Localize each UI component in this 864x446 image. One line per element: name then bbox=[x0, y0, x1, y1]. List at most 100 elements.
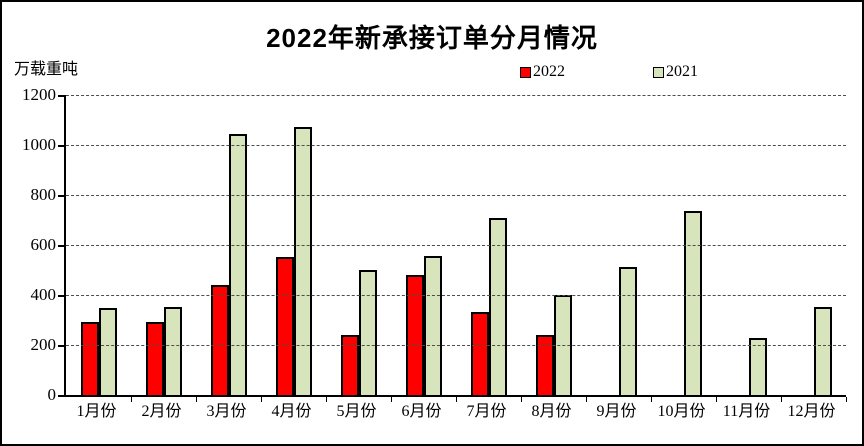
bar-slot-2021-11月份 bbox=[748, 95, 767, 395]
x-tick-label-4月份: 4月份 bbox=[271, 403, 312, 420]
bar-2022-1月份 bbox=[80, 322, 99, 395]
bar-group-4月份 bbox=[261, 95, 327, 402]
x-axis-tick-4 bbox=[326, 397, 327, 402]
x-axis-tick-10 bbox=[716, 397, 717, 402]
gridline-200 bbox=[66, 345, 846, 346]
bar-group-11月份 bbox=[716, 95, 782, 402]
legend-item-2021: 2021 bbox=[653, 64, 698, 80]
bar-slot-2021-7月份 bbox=[488, 95, 507, 395]
x-axis-tick-7 bbox=[521, 397, 522, 402]
bar-slot-2022-1月份 bbox=[80, 95, 99, 395]
gridline-600 bbox=[66, 245, 846, 246]
y-axis-tick-0 bbox=[58, 395, 64, 397]
y-axis-labels: 0 200 400 600 800 1000 1200 bbox=[2, 85, 57, 404]
bar-slot-2021-9月份 bbox=[618, 95, 637, 395]
gridline-1000 bbox=[66, 145, 846, 146]
y-axis-tick-600 bbox=[58, 245, 64, 247]
bar-pair-3月份 bbox=[210, 95, 247, 395]
bar-2022-8月份 bbox=[535, 335, 554, 395]
y-tick-label-400: 400 bbox=[30, 285, 57, 304]
bar-group-6月份 bbox=[391, 95, 457, 402]
y-axis-tick-400 bbox=[58, 295, 64, 297]
bar-2021-6月份 bbox=[423, 256, 442, 395]
x-axis-tick-1 bbox=[131, 397, 132, 402]
bar-2022-4月份 bbox=[275, 257, 294, 395]
y-axis-tick-1200 bbox=[58, 95, 64, 97]
x-tick-label-12月份: 12月份 bbox=[787, 403, 836, 420]
legend-label-2021: 2021 bbox=[666, 63, 698, 80]
bar-slot-2022-4月份 bbox=[275, 95, 294, 395]
x-tick-label-1月份: 1月份 bbox=[76, 403, 117, 420]
bar-slot-2022-3月份 bbox=[210, 95, 229, 395]
y-axis-tick-200 bbox=[58, 345, 64, 347]
bar-2021-1月份 bbox=[98, 308, 117, 395]
y-tick-label-800: 800 bbox=[30, 185, 57, 204]
bar-group-1月份 bbox=[66, 95, 132, 402]
bar-slot-2021-5月份 bbox=[358, 95, 377, 395]
x-axis-tick-12 bbox=[846, 397, 847, 402]
bar-2021-11月份 bbox=[748, 338, 767, 395]
bar-slot-2021-4月份 bbox=[293, 95, 312, 395]
x-tick-label-2月份: 2月份 bbox=[141, 403, 182, 420]
bar-group-5月份 bbox=[326, 95, 392, 402]
y-axis-tick-800 bbox=[58, 195, 64, 197]
bar-2021-12月份 bbox=[813, 307, 832, 395]
x-axis-tick-6 bbox=[456, 397, 457, 402]
y-tick-label-600: 600 bbox=[30, 235, 57, 254]
y-axis-unit-label: 万载重吨 bbox=[14, 61, 79, 78]
legend-label-2022: 2022 bbox=[533, 63, 565, 80]
gridline-800 bbox=[66, 195, 846, 196]
bar-slot-2021-10月份 bbox=[683, 95, 702, 395]
y-axis-tick-1000 bbox=[58, 145, 64, 147]
x-tick-label-7月份: 7月份 bbox=[466, 403, 507, 420]
gridline-400 bbox=[66, 295, 846, 296]
x-tick-label-11月份: 11月份 bbox=[722, 403, 771, 420]
x-axis-tick-5 bbox=[391, 397, 392, 402]
bar-slot-2022-6月份 bbox=[405, 95, 424, 395]
x-tick-label-10月份: 10月份 bbox=[657, 403, 706, 420]
bar-slot-2021-1月份 bbox=[98, 95, 117, 395]
bar-group-2月份 bbox=[131, 95, 197, 402]
bar-2021-2月份 bbox=[163, 307, 182, 395]
bar-pair-2月份 bbox=[145, 95, 182, 395]
bar-slot-2021-2月份 bbox=[163, 95, 182, 395]
x-axis-labels: 1月份 2月份 3月份 4月份 5月份 6月份 7月份 8月份 9月份 10月份 11月份 12月份 bbox=[64, 402, 844, 422]
bar-pair-12月份 bbox=[796, 95, 832, 395]
bar-group-10月份 bbox=[651, 95, 717, 402]
bar-pair-1月份 bbox=[80, 95, 117, 395]
x-tick-label-8月份: 8月份 bbox=[531, 403, 572, 420]
legend-swatch-2021-icon bbox=[653, 66, 664, 78]
bar-2022-2月份 bbox=[145, 322, 164, 395]
bar-slot-2022-2月份 bbox=[145, 95, 164, 395]
bar-pair-10月份 bbox=[666, 95, 702, 395]
x-tick-label-3月份: 3月份 bbox=[206, 403, 247, 420]
y-tick-label-1200: 1200 bbox=[22, 85, 56, 104]
bar-slot-2022-5月份 bbox=[340, 95, 359, 395]
bar-pair-7月份 bbox=[470, 95, 507, 395]
bar-slot-2021-3月份 bbox=[228, 95, 247, 395]
y-tick-label-1000: 1000 bbox=[22, 135, 56, 154]
bar-pair-4月份 bbox=[275, 95, 312, 395]
x-axis-tick-9 bbox=[651, 397, 652, 402]
legend-item-2022: 2022 bbox=[520, 64, 565, 80]
x-axis-tick-2 bbox=[196, 397, 197, 402]
bar-slot-2021-12月份 bbox=[813, 95, 832, 395]
x-tick-label-6月份: 6月份 bbox=[401, 403, 442, 420]
bar-slot-2021-6月份 bbox=[423, 95, 442, 395]
bar-slot-2022-8月份 bbox=[535, 95, 554, 395]
bar-2021-4月份 bbox=[293, 127, 312, 395]
x-tick-label-5月份: 5月份 bbox=[336, 403, 377, 420]
bar-2022-3月份 bbox=[210, 285, 229, 395]
bar-group-3月份 bbox=[196, 95, 262, 402]
x-axis-tick-8 bbox=[586, 397, 587, 402]
bar-pair-11月份 bbox=[731, 95, 767, 395]
plot-area bbox=[58, 95, 847, 402]
y-tick-label-0: 0 bbox=[47, 385, 57, 404]
bar-2022-7月份 bbox=[470, 312, 489, 395]
bar-group-12月份 bbox=[781, 95, 847, 402]
chart-title: 2022年新承接订单分月情况 bbox=[266, 23, 598, 53]
legend-swatch-2022-icon bbox=[520, 66, 531, 78]
bar-slot-2022-7月份 bbox=[470, 95, 489, 395]
bar-2021-10月份 bbox=[683, 211, 702, 395]
